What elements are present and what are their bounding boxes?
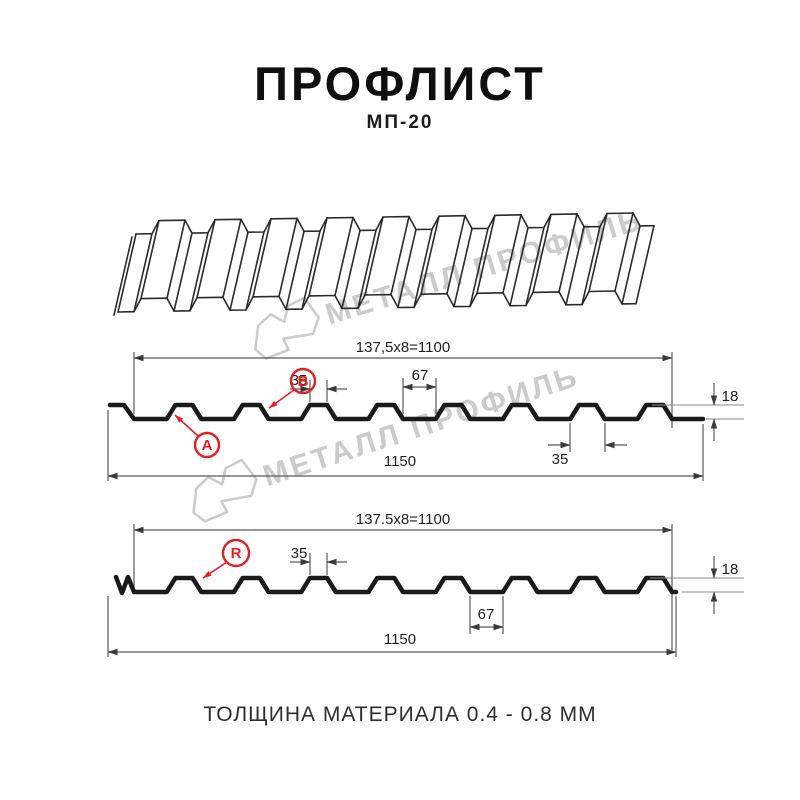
dim-modules-width-bottom: 137.5x8=1100: [356, 511, 450, 528]
dim-modules-width-top: 137,5x8=1100: [356, 339, 450, 356]
label-b-circle: [289, 367, 317, 395]
label-b-text: B: [298, 373, 309, 390]
profile-outline-bottom: [113, 574, 679, 596]
dim-valley-width-bottom: 67: [478, 606, 495, 623]
metall-profil-logo-icon: [192, 458, 258, 523]
cross-section-top: 137,5x8=1100 35 67: [107, 339, 744, 481]
watermark-text: МЕТАЛЛ ПРОФИЛЬ: [322, 203, 647, 331]
label-a-text: A: [202, 437, 213, 454]
cross-section-bottom: 137.5x8=1100 R 35: [107, 511, 744, 657]
callout-label-b: B: [268, 367, 317, 409]
dim-rib-base-width: 35: [552, 451, 569, 468]
metall-profil-logo-icon: [253, 296, 320, 360]
dim-height-bottom: 18: [722, 561, 739, 578]
callout-label-r: R: [202, 538, 251, 579]
label-a-circle: [193, 431, 221, 459]
watermark-brand-lower: МЕТАЛЛ ПРОФИЛЬ: [192, 360, 583, 523]
dim-total-width-bottom: 1150: [384, 631, 416, 648]
dim-height-top: 18: [722, 388, 739, 405]
dim-rib-top-width-bottom: 35: [291, 545, 308, 562]
profile-outline-top: [107, 402, 706, 422]
page-title: ПРОФЛИСТ: [254, 57, 546, 110]
label-r-text: R: [231, 545, 242, 562]
label-r-circle: [221, 538, 251, 568]
dim-rib-top-width: 35: [291, 372, 308, 389]
sheet-3d-view: [113, 212, 655, 316]
dim-total-width-top: 1150: [384, 453, 416, 470]
material-thickness-note: ТОЛЩИНА МАТЕРИАЛА 0.4 - 0.8 ММ: [203, 703, 597, 726]
callout-label-a: A: [174, 414, 221, 459]
profile-model-subtitle: МП-20: [366, 112, 434, 133]
dim-valley-width: 67: [412, 367, 429, 384]
